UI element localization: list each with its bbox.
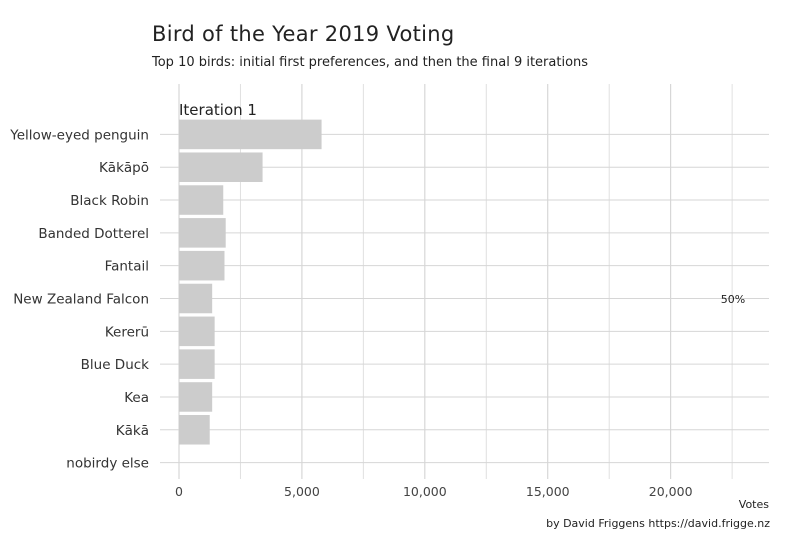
x-tick-label: 15,000 — [526, 484, 570, 499]
bar — [179, 218, 226, 248]
category-label: New Zealand Falcon — [13, 292, 149, 308]
category-label: Fantail — [105, 259, 149, 275]
category-label: Kererū — [105, 324, 149, 340]
bar — [179, 250, 225, 281]
category-label: Kākāpō — [99, 160, 149, 176]
x-tick-label: 20,000 — [649, 484, 693, 499]
x-tick-labels: 0 5,000 10,000 15,000 20,000 — [175, 484, 693, 499]
bar — [179, 415, 210, 445]
category-label: Black Robin — [70, 193, 149, 209]
iteration-label: Iteration 1 — [179, 101, 257, 119]
category-label: nobirdy else — [66, 456, 149, 472]
gridlines — [160, 84, 769, 479]
bar — [179, 382, 213, 412]
chart-title: Bird of the Year 2019 Voting — [152, 22, 455, 46]
category-label: Blue Duck — [81, 357, 150, 373]
x-axis-label: Votes — [739, 498, 769, 511]
chart-caption: by David Friggens https://david.frigge.n… — [546, 517, 770, 530]
bar — [179, 119, 322, 150]
category-label: Banded Dotterel — [38, 226, 149, 242]
x-tick-label: 0 — [175, 484, 183, 499]
category-label: Yellow-eyed penguin — [9, 127, 149, 143]
bar — [179, 185, 224, 215]
bar — [179, 283, 213, 314]
x-tick-label: 10,000 — [403, 484, 447, 499]
bar — [179, 152, 263, 182]
chart-subtitle: Top 10 birds: initial first preferences,… — [152, 55, 589, 70]
category-label: Kea — [124, 390, 149, 406]
bar — [179, 316, 215, 347]
bars — [179, 119, 322, 445]
threshold-label: 50% — [721, 293, 745, 306]
category-labels: Yellow-eyed penguin Kākāpō Black Robin Band… — [9, 127, 149, 471]
category-label: Kākā — [116, 423, 149, 439]
x-tick-label: 5,000 — [284, 484, 320, 499]
bar — [179, 349, 215, 379]
